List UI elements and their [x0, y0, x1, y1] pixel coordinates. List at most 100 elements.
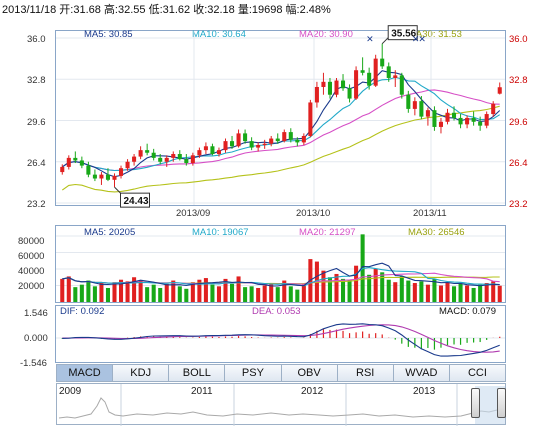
volume-bar — [380, 272, 385, 302]
volume-bar — [458, 283, 463, 302]
xtick-2013-10: 2013/10 — [296, 208, 331, 219]
candle-body — [230, 141, 235, 147]
volume-bar — [412, 283, 417, 302]
price-ytick-left-0: 36.0 — [27, 34, 46, 45]
candle-body — [308, 102, 313, 136]
candle-body — [314, 86, 319, 103]
volume-bar — [341, 278, 346, 302]
volume-bar — [210, 284, 215, 302]
dea-label: DEA: 0.053 — [252, 306, 301, 317]
candle-body — [79, 160, 84, 166]
candle-body — [138, 150, 143, 157]
ma5-line — [61, 70, 501, 178]
low-price-marker-box — [120, 192, 150, 208]
volume-bar — [164, 283, 169, 302]
volume-bar — [145, 287, 150, 302]
volume-bar — [425, 284, 430, 302]
navigator-right-handle[interactable] — [497, 388, 506, 418]
ma10-label: MA10: 30.64 — [192, 29, 246, 40]
tab-rsi[interactable]: RSI — [337, 364, 394, 382]
macd-ytick-0: 1.546 — [24, 308, 48, 319]
macd-ytick-2: -1.546 — [20, 358, 47, 369]
candle-body — [105, 174, 110, 180]
vol-ma30-label: MA30: 26546 — [408, 227, 465, 238]
price-ytick-right-4: 23.2 — [509, 199, 528, 210]
volume-bar — [327, 277, 332, 302]
volume-bar — [243, 287, 248, 302]
tab-cci[interactable]: CCI — [449, 364, 506, 382]
tab-macd[interactable]: MACD — [56, 364, 114, 382]
candle-body — [210, 146, 215, 155]
candle-body — [471, 117, 476, 122]
candle-body — [412, 101, 417, 109]
price-ytick-right-0: 36.0 — [509, 34, 528, 45]
volume-bar — [184, 288, 189, 302]
volume-bar — [386, 279, 391, 302]
volume-bar — [354, 265, 359, 302]
candle-body — [262, 143, 267, 145]
volume-bar — [256, 287, 261, 302]
candle-body — [393, 75, 398, 78]
volume-bar — [399, 276, 404, 302]
time-range-navigator[interactable]: 2009 2011 2012 2013 — [56, 383, 506, 426]
nav-year-2012: 2012 — [301, 386, 324, 397]
candle-body — [203, 146, 208, 151]
candle-body — [184, 159, 189, 164]
volume-bar — [249, 286, 254, 302]
volume-bar — [197, 279, 202, 302]
volume-bar — [79, 284, 84, 302]
high-price-marker: 35.56 — [391, 29, 416, 40]
candle-body — [112, 175, 117, 180]
volume-bar — [236, 276, 241, 302]
volume-bar — [112, 282, 117, 302]
price-ytick-right-1: 32.8 — [509, 75, 528, 86]
volume-bar — [282, 280, 287, 302]
candle-body — [197, 150, 202, 156]
candle-body — [164, 157, 169, 162]
candle-body — [223, 141, 228, 151]
price-ytick-right-2: 29.6 — [509, 117, 528, 128]
volume-bar — [119, 279, 124, 302]
volume-bar — [105, 287, 110, 302]
tab-kdj[interactable]: KDJ — [113, 364, 170, 382]
candle-body — [341, 80, 346, 89]
candle-body — [452, 112, 457, 118]
candle-body — [132, 156, 137, 162]
volume-bar — [151, 284, 156, 302]
volume-bar — [484, 283, 489, 302]
candle-body — [158, 157, 163, 162]
candle-body — [354, 70, 359, 99]
candle-body — [86, 165, 91, 175]
candle-body — [399, 75, 404, 95]
navigator-left-handle[interactable] — [471, 388, 480, 418]
tab-psy[interactable]: PSY — [225, 364, 282, 382]
candle-body — [445, 112, 450, 122]
ma5-label: MA5: 30.85 — [84, 29, 133, 40]
vol-ma20-label: MA20: 21297 — [299, 227, 356, 238]
candle-body — [478, 121, 483, 126]
nav-year-2011: 2011 — [191, 386, 213, 397]
tab-wvad[interactable]: WVAD — [393, 364, 450, 382]
vol-ytick-1: 60000 — [18, 251, 45, 262]
volume-bar — [92, 286, 97, 302]
tab-obv[interactable]: OBV — [281, 364, 338, 382]
candle-body — [92, 174, 97, 179]
candle-body — [256, 144, 261, 148]
volume-bar — [125, 281, 130, 302]
event-flag-icon: ✕ — [366, 35, 374, 45]
volume-bar — [66, 276, 71, 302]
navigator-overview — [58, 384, 506, 426]
volume-chart-panel[interactable]: MA5: 20205 MA10: 19067 MA20: 21297 MA30:… — [55, 225, 506, 303]
volume-bar — [132, 277, 137, 302]
volume-bar — [262, 285, 267, 302]
candle-body — [295, 139, 300, 143]
candle-body — [66, 157, 71, 167]
volume-bar — [491, 281, 496, 302]
candle-body — [458, 117, 463, 125]
candle-body — [282, 132, 287, 142]
candle-body — [406, 94, 411, 109]
tab-boll[interactable]: BOLL — [169, 364, 226, 382]
candle-body — [425, 110, 430, 117]
dif-line — [62, 323, 500, 357]
